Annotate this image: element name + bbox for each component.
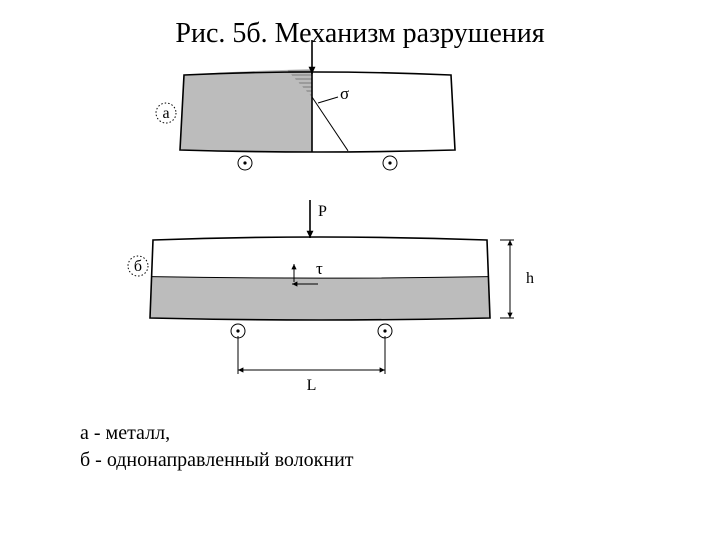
mechanism-diagram: σ а Pτ б h L [110,40,610,420]
svg-text:σ: σ [340,84,349,103]
svg-text:P: P [318,203,327,220]
legend-line-b: б - однонаправленный волокнит [80,447,354,474]
svg-text:h: h [526,270,534,287]
svg-text:а: а [162,105,169,122]
svg-text:б: б [134,258,142,275]
legend: а - металл, б - однонаправленный волокни… [80,420,354,474]
legend-line-a: а - металл, [80,420,354,447]
diagram-container: σ а Pτ б h L [110,40,610,480]
svg-text:L: L [307,377,317,394]
svg-text:τ: τ [316,259,323,278]
